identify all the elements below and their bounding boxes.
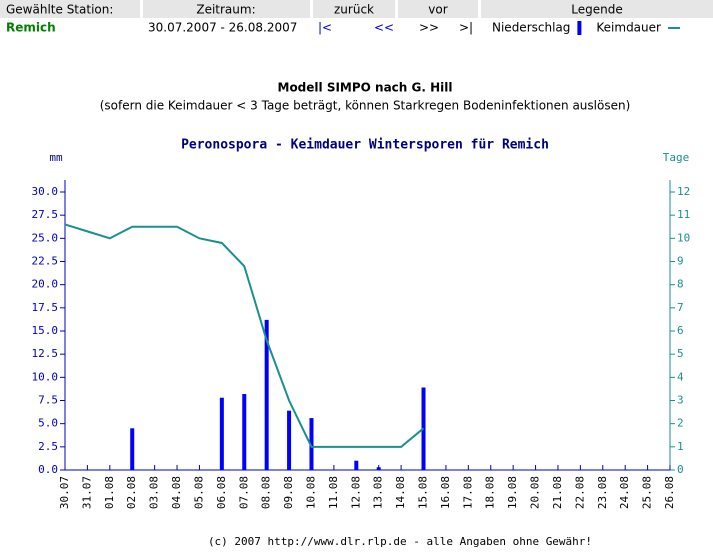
legend: Niederschlag Keimdauer — [492, 21, 680, 35]
header-cell — [313, 0, 395, 18]
y2-tick-label: 9 — [677, 255, 684, 268]
x-tick-label: 04.08 — [170, 476, 183, 509]
x-tick-label: 19.08 — [506, 476, 519, 509]
bar — [242, 394, 247, 470]
y2-tick-label: 7 — [677, 301, 684, 314]
header-cell — [0, 0, 140, 18]
station: Remich — [6, 21, 56, 35]
y-tick-label: 15.0 — [32, 324, 59, 337]
x-tick-label: 13.08 — [372, 476, 385, 509]
period: 30.07.2007 - 26.08.2007 — [148, 21, 297, 35]
y-tick-label: 27.5 — [32, 208, 59, 221]
x-tick-label: 15.08 — [417, 476, 430, 509]
bar — [219, 397, 224, 470]
bar — [376, 467, 381, 470]
x-tick-label: 05.08 — [192, 476, 205, 509]
y2-tick-label: 8 — [677, 278, 684, 291]
y2-tick-label: 3 — [677, 394, 684, 407]
nav-link[interactable]: >| — [459, 21, 473, 35]
y2-tick-label: 1 — [677, 440, 684, 453]
model-note: (sofern die Keimdauer < 3 Tage beträgt, … — [100, 99, 631, 113]
y2-tick-label: 10 — [677, 231, 690, 244]
x-tick-label: 12.08 — [349, 476, 362, 509]
legend-swatch — [577, 21, 582, 35]
header-cell — [481, 0, 713, 18]
y-tick-label: 7.5 — [38, 394, 58, 407]
y-tick-label: 17.5 — [32, 301, 59, 314]
header: Gewählte Station: Zeitraum: zurück vor L… — [0, 0, 713, 35]
y-tick-label: 12.5 — [32, 347, 59, 360]
x-tick-label: 18.08 — [484, 476, 497, 509]
x-tick-label: 03.08 — [148, 476, 161, 509]
footer: (c) 2007 http://www.dlr.rlp.de - alle An… — [208, 535, 592, 548]
x-tick-label: 08.08 — [260, 476, 273, 509]
bar — [354, 460, 359, 470]
y-tick-label: 20.0 — [32, 278, 59, 291]
x-tick-label: 26.08 — [663, 476, 676, 509]
x-tick-label: 30.07 — [58, 476, 71, 509]
y2-tick-label: 12 — [677, 185, 690, 198]
y2-tick-label: 0 — [677, 463, 684, 476]
y-tick-label: 25.0 — [32, 231, 59, 244]
y-axis-label: mm — [49, 151, 63, 164]
y-tick-label: 5.0 — [38, 417, 58, 430]
legend-label: Keimdauer — [596, 21, 661, 35]
header-label: zurück — [334, 3, 374, 17]
bar — [264, 319, 269, 470]
x-tick-label: 11.08 — [327, 476, 340, 509]
x-tick-label: 17.08 — [461, 476, 474, 509]
y2-tick-label: 6 — [677, 324, 684, 337]
y-tick-label: 30.0 — [32, 185, 59, 198]
bar — [287, 410, 292, 470]
header-label: Zeitraum: — [196, 3, 255, 17]
legend-label: Niederschlag — [492, 21, 570, 35]
x-tick-label: 21.08 — [551, 476, 564, 509]
bar — [130, 428, 135, 470]
nav-link[interactable]: << — [374, 21, 394, 35]
x-tick-label: 23.08 — [596, 476, 609, 509]
header-label: Legende — [571, 3, 622, 17]
y2-tick-label: 2 — [677, 417, 684, 430]
x-tick-label: 02.08 — [125, 476, 138, 509]
y2-axis-label: Tage — [663, 151, 690, 164]
model-title: Modell SIMPO nach G. Hill — [278, 81, 453, 95]
x-tick-label: 24.08 — [618, 476, 631, 509]
y-tick-label: 10.0 — [32, 370, 59, 383]
x-tick-label: 14.08 — [394, 476, 407, 509]
y-tick-label: 2.5 — [38, 440, 58, 453]
nav-link[interactable]: >> — [419, 21, 439, 35]
line — [64, 223, 425, 448]
x-tick-label: 20.08 — [529, 476, 542, 509]
x-tick-label: 10.08 — [304, 476, 317, 509]
y2-tick-label: 11 — [677, 208, 690, 221]
x-tick-label: 09.08 — [282, 476, 295, 509]
nav-link[interactable]: |< — [318, 21, 332, 35]
header-cell — [143, 0, 310, 18]
bar — [309, 418, 314, 470]
y-tick-label: 0.0 — [38, 463, 58, 476]
header-cell — [398, 0, 478, 18]
plot: 0.0 2.5 5.0 7.5 10.0 12.5 15.0 17.5 20.0 22.5 25.0… — [32, 180, 690, 509]
y2-tick-label: 4 — [677, 370, 684, 383]
header-label: Gewählte Station: — [6, 3, 113, 17]
y2-tick-label: 5 — [677, 347, 684, 360]
y-tick-label: 22.5 — [32, 255, 59, 268]
x-tick-label: 01.08 — [103, 476, 116, 509]
x-tick-label: 07.08 — [237, 476, 250, 509]
x-tick-label: 25.08 — [641, 476, 654, 509]
x-tick-label: 22.08 — [573, 476, 586, 509]
x-tick-label: 16.08 — [439, 476, 452, 509]
chart-title: Peronospora - Keimdauer Wintersporen für… — [181, 138, 549, 153]
x-tick-label: 06.08 — [215, 476, 228, 509]
x-tick-label: 31.07 — [80, 476, 93, 509]
header-label: vor — [428, 3, 447, 17]
